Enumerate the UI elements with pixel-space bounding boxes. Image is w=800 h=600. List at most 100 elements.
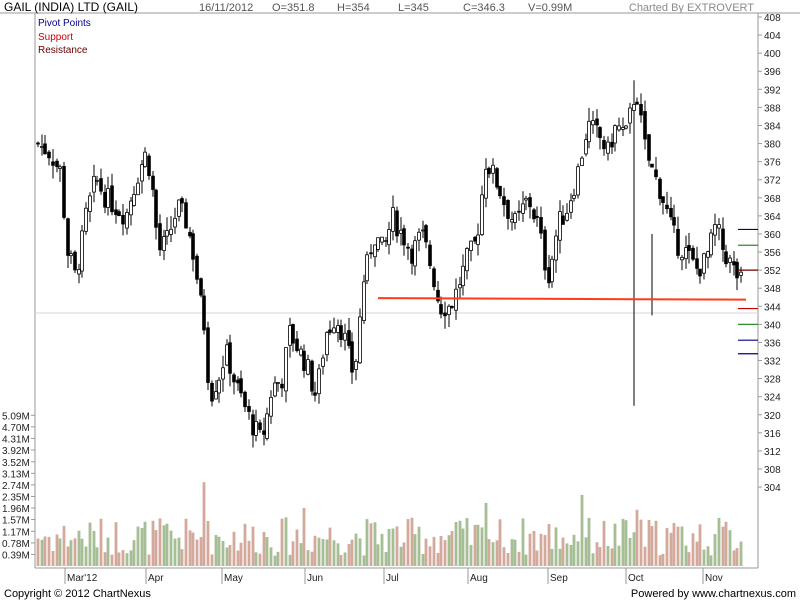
volume-bar [647,519,651,566]
candle-body [40,146,44,148]
volume-bar [547,523,551,566]
volume-bar [561,537,565,566]
candle-body [658,178,662,199]
volume-bar [129,550,133,566]
volume-bar [158,518,162,566]
candle-body [602,139,606,150]
volume-bar [350,539,354,566]
volume-bar [684,545,688,566]
candle-body [539,217,543,234]
volume-tick-label: 1.96M [2,504,30,515]
candle-body [239,378,243,394]
legend-support: Support [38,32,73,43]
volume-bars [36,482,743,566]
volume-bar [506,552,510,566]
volume-bar [332,540,336,566]
volume-bar [458,520,462,566]
candlesticks [36,80,743,448]
volume-bar [58,538,62,566]
candle-body [565,212,569,221]
candle-body [158,223,162,251]
candle-body [58,166,62,169]
volume-bar [598,547,602,566]
candle-body [380,236,384,243]
candle-body [391,207,395,232]
volume-bar [291,541,295,566]
price-tick-label: 392 [764,85,781,96]
candle-body [576,166,580,196]
volume-bar [728,530,732,566]
volume-bar [672,522,676,566]
volume-bar [565,543,569,566]
candle-body [55,160,59,167]
candle-body [635,101,639,105]
volume-bar [354,533,358,566]
volume-bar [739,541,743,566]
candle-body [210,382,214,402]
candle-body [51,161,55,166]
volume-bar [421,553,425,566]
candle-body [706,251,710,258]
candle-body [572,194,576,199]
candle-body [228,342,232,374]
candle-body [413,240,417,267]
volume-bar [328,527,332,566]
candle-body [739,271,743,276]
candle-body [332,327,336,334]
volume-bar [202,482,206,566]
candle-body [558,211,562,241]
header-low: L=345 [398,2,429,14]
header-volume: V=0.99M [528,2,572,14]
candle-body [99,178,103,192]
volume-bar [595,542,599,566]
volume-bar [36,538,40,566]
candle-body [587,120,591,143]
price-tick-label: 348 [764,284,781,295]
candle-body [362,281,366,321]
candle-body [498,185,502,197]
candle-body [639,104,643,116]
volume-bar [92,531,96,566]
candle-body [598,127,602,139]
volume-bar [343,552,347,566]
volume-bar [439,536,443,566]
candle-body [199,278,203,296]
volume-bar [321,539,325,566]
candle-body [458,284,462,289]
candle-body [291,324,295,344]
volume-bar [313,535,317,566]
candle-body [299,348,303,356]
volume-bar [624,520,628,566]
header-date: 16/11/2012 [199,2,253,14]
price-tick-label: 380 [764,140,781,151]
volume-bar [602,520,606,566]
volume-bar [243,523,247,566]
volume-bar [214,534,218,566]
x-tick-label: Sep [550,573,568,584]
candle-body [376,237,380,250]
volume-bar [447,535,451,566]
volume-bar [288,554,292,566]
volume-bar [84,546,88,566]
candle-body [165,230,169,237]
volume-bar [491,542,495,566]
volume-bar [654,520,658,566]
price-tick-label: 344 [764,302,781,313]
candle-body [369,252,373,255]
volume-bar [465,518,469,566]
header-charted-by: Charted By EXTROVERT [629,2,754,14]
candle-body [328,329,332,333]
volume-bar [558,548,562,566]
price-axis: 304 308 312 316 320 324 328 332 336 340 344 348 352 3… [758,13,781,494]
volume-tick-label: 4.31M [2,434,30,445]
volume-bar [402,542,406,566]
candle-body [510,219,514,223]
candle-body [524,197,528,201]
x-tick-label: Jul [386,573,399,584]
volume-bar [80,538,84,566]
candle-body [580,157,584,167]
candle-body [265,413,269,439]
header-high: H=354 [337,2,370,14]
candle-body [147,155,151,176]
